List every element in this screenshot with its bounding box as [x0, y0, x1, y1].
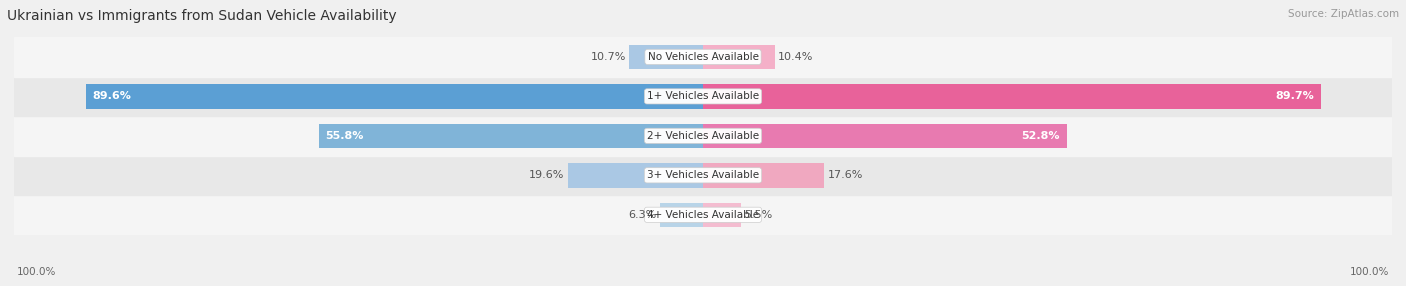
Text: Ukrainian vs Immigrants from Sudan Vehicle Availability: Ukrainian vs Immigrants from Sudan Vehic… [7, 9, 396, 23]
Text: 4+ Vehicles Available: 4+ Vehicles Available [647, 210, 759, 220]
Bar [630, 45, 703, 69]
Text: 2+ Vehicles Available: 2+ Vehicles Available [647, 131, 759, 141]
Text: 89.6%: 89.6% [93, 92, 132, 101]
Text: 100.0%: 100.0% [1350, 267, 1389, 277]
Text: 100.0%: 100.0% [17, 267, 56, 277]
Bar [703, 84, 1322, 109]
Text: 19.6%: 19.6% [529, 170, 565, 180]
Bar [703, 45, 775, 69]
Bar [14, 116, 1392, 156]
Bar [703, 163, 824, 188]
Text: No Vehicles Available: No Vehicles Available [648, 52, 758, 62]
Bar [659, 202, 703, 227]
Bar [14, 37, 1392, 77]
Text: 3+ Vehicles Available: 3+ Vehicles Available [647, 170, 759, 180]
Bar [703, 124, 1067, 148]
Text: 89.7%: 89.7% [1275, 92, 1315, 101]
Text: 6.3%: 6.3% [628, 210, 657, 220]
Text: 5.5%: 5.5% [744, 210, 772, 220]
Legend: Ukrainian, Immigrants from Sudan: Ukrainian, Immigrants from Sudan [572, 281, 834, 286]
Text: 10.4%: 10.4% [778, 52, 814, 62]
Bar [14, 195, 1392, 235]
Bar [14, 77, 1392, 116]
Bar [568, 163, 703, 188]
Text: 52.8%: 52.8% [1021, 131, 1060, 141]
Text: 10.7%: 10.7% [591, 52, 626, 62]
Text: 1+ Vehicles Available: 1+ Vehicles Available [647, 92, 759, 101]
Text: 55.8%: 55.8% [325, 131, 364, 141]
Text: 17.6%: 17.6% [828, 170, 863, 180]
Bar [14, 156, 1392, 195]
Bar [86, 84, 703, 109]
Bar [703, 202, 741, 227]
Text: Source: ZipAtlas.com: Source: ZipAtlas.com [1288, 9, 1399, 19]
Bar [319, 124, 703, 148]
